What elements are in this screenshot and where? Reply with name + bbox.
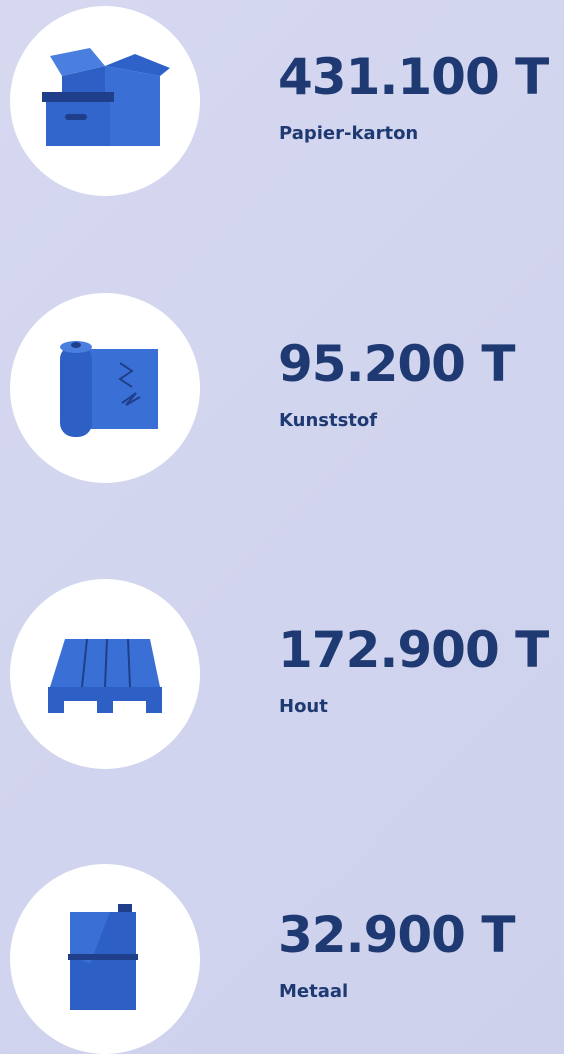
item: 95.200 T Kunststof xyxy=(0,287,564,487)
label: Hout xyxy=(279,696,328,717)
label: Papier-karton xyxy=(279,123,419,144)
label: Kunststof xyxy=(279,410,378,431)
label: Metaal xyxy=(279,981,349,1002)
icon-circle xyxy=(10,864,200,1054)
pallet-icon xyxy=(48,638,162,713)
amount: 32.900 T xyxy=(278,906,515,964)
icon-circle xyxy=(10,293,200,483)
amount: 431.100 T xyxy=(278,48,549,106)
roll-icon xyxy=(60,341,158,437)
box-icon xyxy=(42,48,170,146)
amount: 95.200 T xyxy=(278,335,515,393)
icon-circle xyxy=(10,579,200,769)
item: 32.900 T Metaal xyxy=(0,858,564,1058)
barrel-icon xyxy=(68,904,138,1010)
icon-circle xyxy=(10,6,200,196)
amount: 172.900 T xyxy=(278,621,549,679)
item: 172.900 T Hout xyxy=(0,573,564,773)
item: 431.100 T Papier-karton xyxy=(0,0,564,200)
